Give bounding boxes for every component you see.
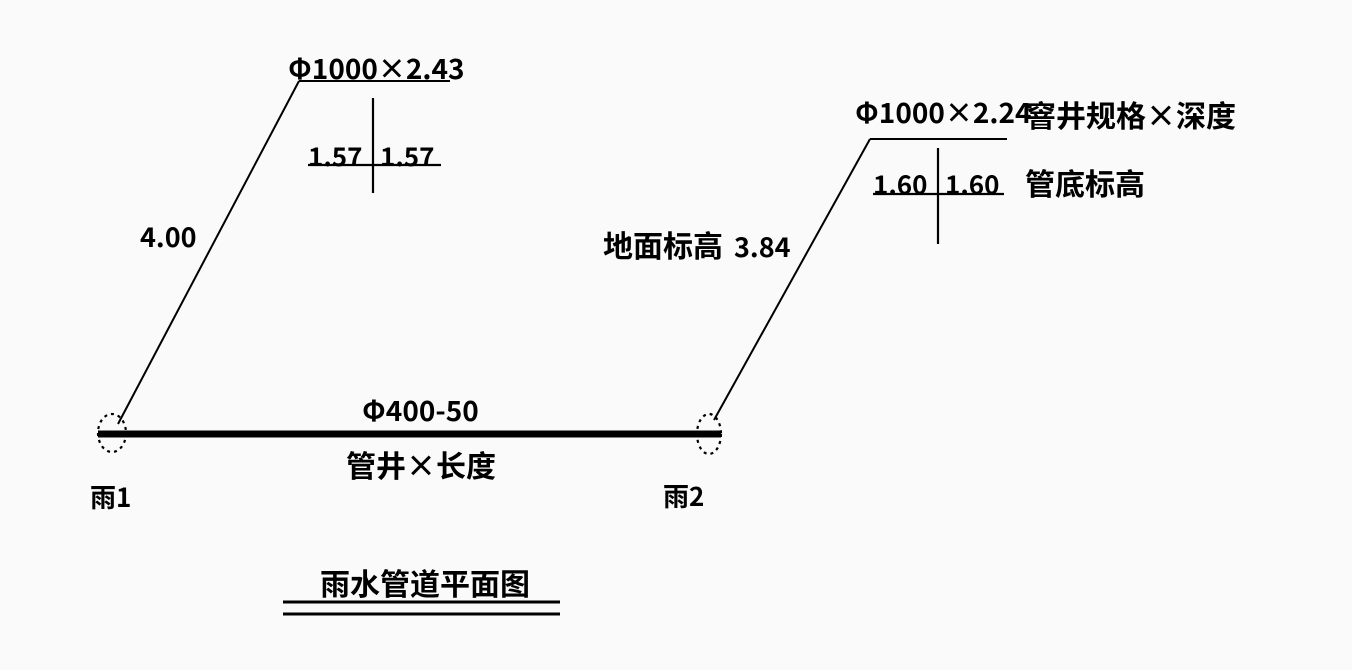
ground1-value: 4.00: [140, 216, 197, 255]
well1-spec: Φ1000×2.43: [288, 48, 465, 88]
elev2-left: 1.60: [873, 165, 927, 202]
elev1-left: 1.57: [308, 137, 362, 174]
node-label-rain1: 雨1: [90, 478, 131, 515]
pipe-spec: Φ400-50: [362, 390, 479, 430]
diagram-title: 雨水管道平面图: [320, 560, 530, 604]
ground2-label: 地面标高: [603, 222, 723, 266]
elev2-right: 1.60: [945, 165, 999, 202]
ground2-value: 3.84: [734, 226, 791, 265]
well-spec-legend: 窨井规格×深度: [1026, 92, 1236, 136]
well2-spec: Φ1000×2.24: [855, 92, 1032, 132]
pipe-spec-legend: 管井×长度: [346, 442, 496, 486]
elev1-right: 1.57: [380, 137, 434, 174]
diagram-stage: 雨1 雨2 1.57 1.57 1.60 1.60 Φ1000×2.43 4.0…: [0, 0, 1352, 670]
elev-legend: 管底标高: [1025, 160, 1145, 204]
node-label-rain2: 雨2: [663, 477, 704, 514]
